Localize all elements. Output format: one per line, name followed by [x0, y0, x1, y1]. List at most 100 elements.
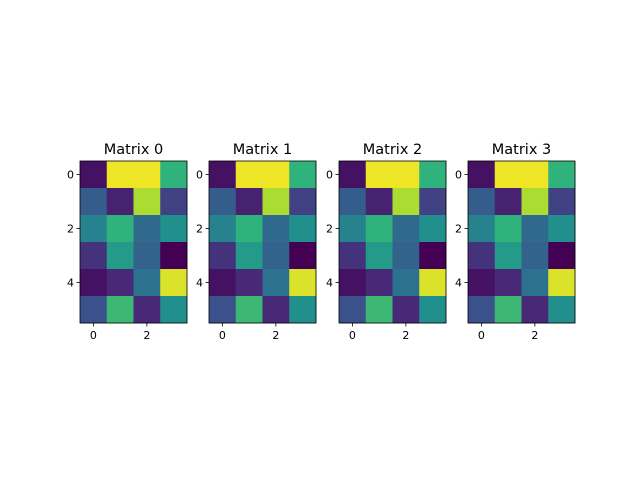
y-tick-label: 0 — [326, 169, 333, 182]
heatmap-cell — [419, 269, 447, 297]
heatmap-cell — [419, 296, 447, 324]
heatmap-cell — [339, 296, 367, 324]
heatmap-cell — [80, 269, 108, 297]
heatmap-cell — [365, 296, 393, 324]
heatmap-cell — [209, 215, 237, 243]
heatmap-cell — [106, 242, 134, 270]
heatmap-panel-3: Matrix 3 0 2 4 0 2 — [455, 142, 576, 342]
panel-title: Matrix 1 — [233, 142, 293, 158]
x-tick-label: 0 — [219, 329, 226, 342]
heatmap-cell — [209, 269, 237, 297]
heatmap-cell — [521, 296, 549, 324]
heatmap-cell — [160, 188, 188, 216]
heatmap-cell — [521, 269, 549, 297]
heatmap-panel-0: Matrix 0 0 2 4 0 2 — [67, 142, 188, 342]
heatmap-cell — [160, 242, 188, 270]
heatmap-cell — [392, 215, 420, 243]
y-tick-label: 4 — [326, 277, 333, 290]
y-tick-label: 0 — [455, 169, 462, 182]
heatmap-cell — [419, 188, 447, 216]
heatmap-cell — [262, 215, 290, 243]
heatmap-cell — [339, 269, 367, 297]
heatmap-cell — [209, 188, 237, 216]
axes-frame — [79, 160, 188, 324]
heatmap-cell — [262, 242, 290, 270]
heatmap-cell — [548, 269, 576, 297]
heatmap-cell — [133, 188, 161, 216]
panel-title: Matrix 3 — [492, 142, 552, 158]
heatmap-cell — [262, 188, 290, 216]
heatmap-cell — [365, 215, 393, 243]
heatmap-cell — [365, 269, 393, 297]
heatmap-cell — [289, 188, 317, 216]
heatmap-cell — [80, 242, 108, 270]
heatmap-cell — [494, 296, 522, 324]
heatmap-cell — [106, 296, 134, 324]
heatmap-cell — [80, 188, 108, 216]
axes-frame — [338, 160, 447, 324]
heatmap-cell — [419, 161, 447, 189]
heatmap-cell — [209, 296, 237, 324]
y-tick-label: 4 — [67, 277, 74, 290]
y-tick-label: 0 — [67, 169, 74, 182]
panel-title: Matrix 0 — [104, 142, 164, 158]
heatmap-cell — [392, 188, 420, 216]
heatmap-cell — [262, 269, 290, 297]
heatmap-cell — [468, 161, 496, 189]
heatmap-cell — [392, 242, 420, 270]
heatmap-cell — [106, 215, 134, 243]
heatmap-cell — [80, 296, 108, 324]
heatmap-cell — [521, 161, 549, 189]
heatmap-cell — [235, 215, 263, 243]
heatmap-cell — [548, 188, 576, 216]
y-tick-label: 2 — [196, 223, 203, 236]
heatmap-cell — [160, 215, 188, 243]
y-tick-label: 2 — [67, 223, 74, 236]
heatmap-cell — [392, 296, 420, 324]
x-tick-label: 0 — [90, 329, 97, 342]
heatmap-cell — [160, 269, 188, 297]
x-tick-label: 2 — [143, 329, 150, 342]
x-tick-label: 2 — [272, 329, 279, 342]
heatmap-cell — [133, 269, 161, 297]
heatmap-cell — [365, 161, 393, 189]
heatmap-cell — [521, 242, 549, 270]
y-tick-label: 2 — [326, 223, 333, 236]
heatmap-cell — [494, 269, 522, 297]
heatmap-cell — [133, 296, 161, 324]
heatmap-cell — [339, 242, 367, 270]
heatmap-cell — [548, 215, 576, 243]
heatmap-cell — [468, 242, 496, 270]
x-tick-label: 2 — [402, 329, 409, 342]
heatmap-cell — [160, 296, 188, 324]
heatmap-panel-1: Matrix 1 0 2 4 0 2 — [196, 142, 317, 342]
heatmap-cell — [494, 215, 522, 243]
heatmap-cell — [521, 188, 549, 216]
heatmap-cell — [494, 242, 522, 270]
heatmap-cell — [262, 161, 290, 189]
heatmap-cell — [548, 296, 576, 324]
heatmap-cell — [289, 161, 317, 189]
heatmap-cell — [392, 269, 420, 297]
heatmap-cell — [235, 296, 263, 324]
heatmap-cell — [235, 242, 263, 270]
heatmap-cell — [160, 161, 188, 189]
heatmap-cell — [262, 296, 290, 324]
heatmap-cell — [392, 161, 420, 189]
heatmap-cell — [468, 188, 496, 216]
heatmap-cell — [209, 242, 237, 270]
x-tick-label: 0 — [478, 329, 485, 342]
heatmap-cell — [468, 269, 496, 297]
heatmap-cell — [548, 161, 576, 189]
heatmap-cell — [468, 215, 496, 243]
heatmap-cell — [235, 269, 263, 297]
panel-title: Matrix 2 — [363, 142, 423, 158]
heatmap-cell — [521, 215, 549, 243]
heatmap-cell — [289, 215, 317, 243]
heatmap-cell — [106, 161, 134, 189]
y-tick-label: 4 — [455, 277, 462, 290]
heatmap-cell — [133, 215, 161, 243]
heatmap-cell — [365, 242, 393, 270]
